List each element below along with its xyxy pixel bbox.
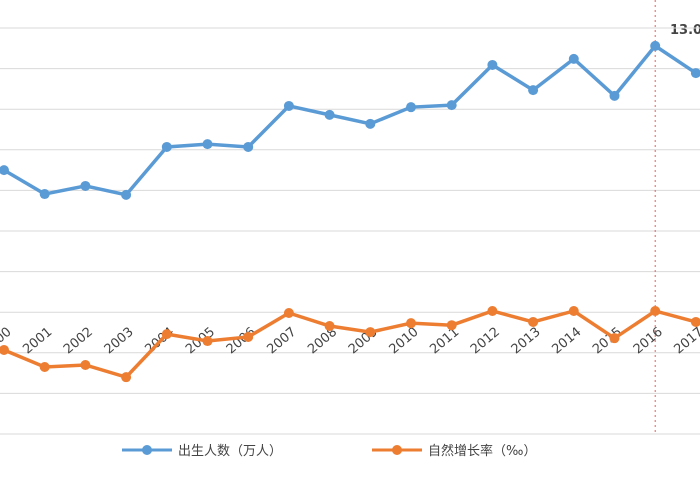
point (650, 40, 661, 51)
point (568, 305, 579, 316)
legend-marker (142, 445, 152, 455)
point (121, 189, 132, 200)
legend-item: 出生人数（万人） (122, 444, 282, 459)
point (39, 189, 50, 200)
point (690, 316, 700, 327)
point (406, 102, 416, 113)
point (283, 308, 294, 319)
point (650, 305, 661, 316)
point (202, 336, 213, 347)
point (406, 318, 416, 329)
point (568, 53, 579, 64)
series-line (3, 43, 697, 197)
point (39, 362, 50, 373)
point (0, 165, 9, 176)
point (0, 344, 9, 355)
point (365, 327, 376, 338)
point (446, 320, 457, 331)
point (487, 59, 498, 70)
legend-label: 出生人数（万人） (178, 444, 282, 459)
point (202, 139, 213, 150)
point (161, 329, 172, 340)
series-line (3, 309, 697, 380)
legend-item: 自然增长率（‰） (372, 443, 536, 459)
point (528, 316, 539, 327)
point (161, 141, 172, 152)
point (528, 85, 539, 96)
point (121, 372, 132, 383)
legend-label: 自然增长率（‰） (428, 443, 536, 459)
point (690, 68, 700, 79)
point (324, 321, 335, 332)
point (283, 100, 294, 111)
point (609, 333, 620, 344)
point (365, 118, 376, 129)
point (243, 141, 254, 152)
legend-marker (392, 445, 402, 455)
point (446, 100, 457, 111)
annotation: 13.0 (670, 23, 700, 38)
point (487, 305, 498, 316)
point (324, 109, 335, 120)
point (80, 180, 91, 191)
point (80, 359, 91, 370)
point (609, 90, 620, 101)
point (243, 331, 254, 342)
